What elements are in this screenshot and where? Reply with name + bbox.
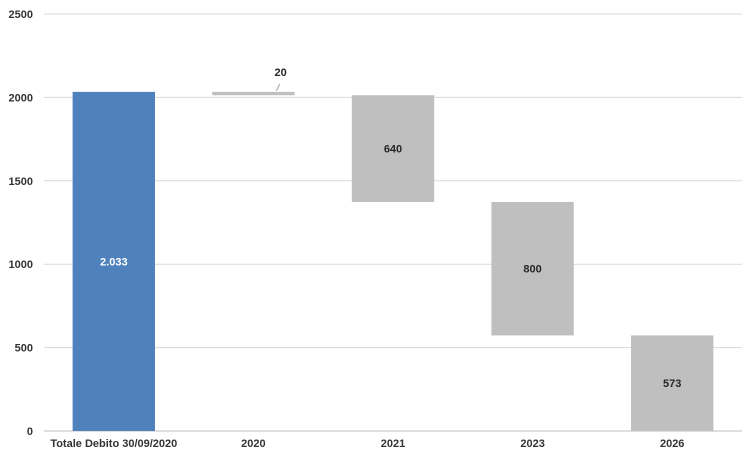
y-tick-label: 1000: [9, 259, 33, 271]
data-label: 2.033: [100, 256, 128, 268]
y-tick-label: 2500: [9, 9, 33, 21]
x-category-label: 2026: [660, 438, 684, 450]
bar-totale-debito-30-09-2020: [72, 91, 155, 431]
x-category-label: 2020: [241, 438, 265, 450]
bar-2021: [351, 95, 435, 202]
data-label: 573: [663, 378, 681, 390]
data-labels: 2.033 20 640 800 573: [100, 67, 681, 390]
bars: [72, 91, 714, 431]
y-tick-label: 2000: [9, 92, 33, 104]
bar-2026: [631, 335, 714, 431]
bar-2020: [212, 91, 295, 96]
data-label: 640: [384, 144, 402, 156]
y-tick-label: 500: [15, 343, 33, 355]
y-tick-label: 0: [27, 426, 33, 438]
data-label-leader: [276, 83, 281, 92]
bar-2023: [491, 201, 574, 336]
data-label: 800: [523, 264, 541, 276]
x-category-label: Totale Debito 30/09/2020: [50, 438, 177, 450]
y-tick-label: 1500: [9, 176, 33, 188]
data-label: 20: [274, 67, 286, 79]
x-category-label: 2021: [381, 438, 405, 450]
y-axis-tick-labels: 0 500 1000 1500 2000 2500: [9, 9, 33, 438]
x-category-label: 2023: [520, 438, 544, 450]
x-axis-category-labels: Totale Debito 30/09/2020 2020 2021 2023 2026: [50, 438, 684, 450]
